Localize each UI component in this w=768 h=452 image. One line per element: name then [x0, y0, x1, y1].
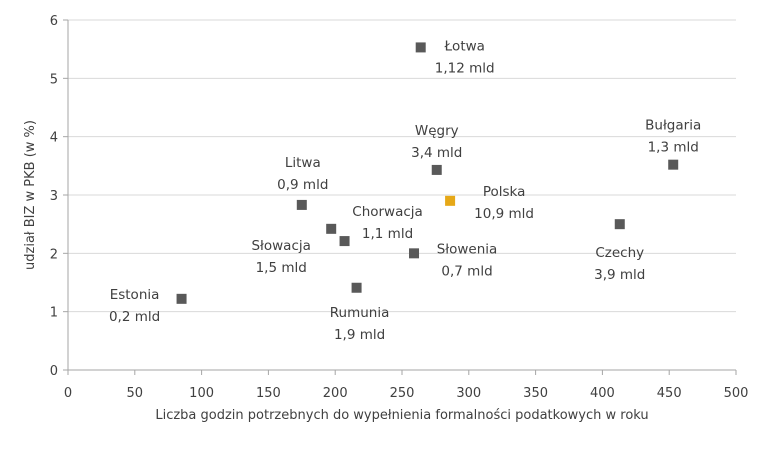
x-tick-label: 350 — [523, 386, 548, 401]
y-tick-label: 5 — [50, 72, 58, 87]
x-tick-label: 0 — [64, 386, 72, 401]
gridlines — [68, 19, 736, 313]
data-label-name: Czechy — [595, 245, 644, 261]
x-tick-label: 50 — [127, 386, 144, 401]
data-point-estonia — [176, 293, 187, 304]
data-label-value: 0,2 mld — [109, 309, 160, 325]
data-label-value: 1,1 mld — [362, 226, 413, 242]
data-label-name: Łotwa — [443, 38, 484, 54]
axes — [63, 19, 737, 375]
x-tick-label: 300 — [456, 386, 481, 401]
data-point-polska — [445, 195, 456, 206]
data-label-name: Słowenia — [437, 241, 498, 257]
data-point-rumunia — [351, 282, 362, 293]
data-point-węgry — [431, 164, 442, 175]
data-label-name: Słowacja — [251, 238, 310, 254]
data-label-value: 0,7 mld — [441, 263, 492, 279]
data-label-name: Litwa — [285, 155, 321, 171]
data-label-value: 0,9 mld — [277, 177, 328, 193]
data-label-name: Chorwacja — [352, 204, 423, 220]
x-tick-label: 150 — [256, 386, 281, 401]
data-label-name: Bułgaria — [645, 118, 701, 134]
x-tick-label: 500 — [724, 386, 749, 401]
data-labels: Łotwa 1,12 mld Węgry 3,4 mld Bułgaria 1,3 mld… — [109, 38, 701, 342]
y-tick-label: 2 — [50, 247, 58, 262]
y-tick-labels: 0 1 2 3 4 5 6 — [50, 14, 58, 379]
data-label-value: 3,4 mld — [411, 145, 462, 161]
x-tick-label: 400 — [590, 386, 615, 401]
x-tick-label: 100 — [189, 386, 214, 401]
x-tick-label: 450 — [657, 386, 682, 401]
y-tick-label: 3 — [50, 189, 58, 204]
x-axis-title: Liczba godzin potrzebnych do wypełnienia… — [155, 408, 648, 423]
data-label-value: 1,12 mld — [435, 60, 495, 76]
y-tick-label: 1 — [50, 306, 58, 321]
data-point-słowacja — [326, 223, 337, 234]
data-point-słowenia — [409, 248, 420, 259]
data-point-czechy — [614, 219, 625, 230]
data-point-bułgaria — [668, 159, 679, 170]
data-label-name: Polska — [483, 184, 526, 200]
data-point-chorwacja — [339, 236, 350, 247]
data-label-value: 10,9 mld — [474, 206, 534, 222]
data-points — [176, 42, 679, 304]
x-tick-label: 250 — [390, 386, 415, 401]
data-label-value: 1,5 mld — [256, 260, 307, 276]
data-label-name: Węgry — [415, 123, 459, 139]
y-tick-label: 6 — [50, 14, 58, 29]
data-label-name: Rumunia — [330, 305, 390, 321]
data-label-value: 1,9 mld — [334, 327, 385, 343]
x-tick-labels: 0 50 100 150 200 250 300 350 400 450 500 — [64, 386, 749, 401]
y-axis-title: udział BIZ w PKB (w %) — [23, 120, 38, 270]
y-tick-label: 0 — [50, 364, 58, 379]
data-label-name: Estonia — [110, 287, 160, 303]
x-tick-label: 200 — [323, 386, 348, 401]
data-point-litwa — [296, 199, 307, 210]
data-point-łotwa — [415, 42, 426, 53]
data-label-value: 3,9 mld — [594, 267, 645, 283]
data-label-value: 1,3 mld — [648, 140, 699, 156]
y-tick-label: 4 — [50, 131, 58, 146]
